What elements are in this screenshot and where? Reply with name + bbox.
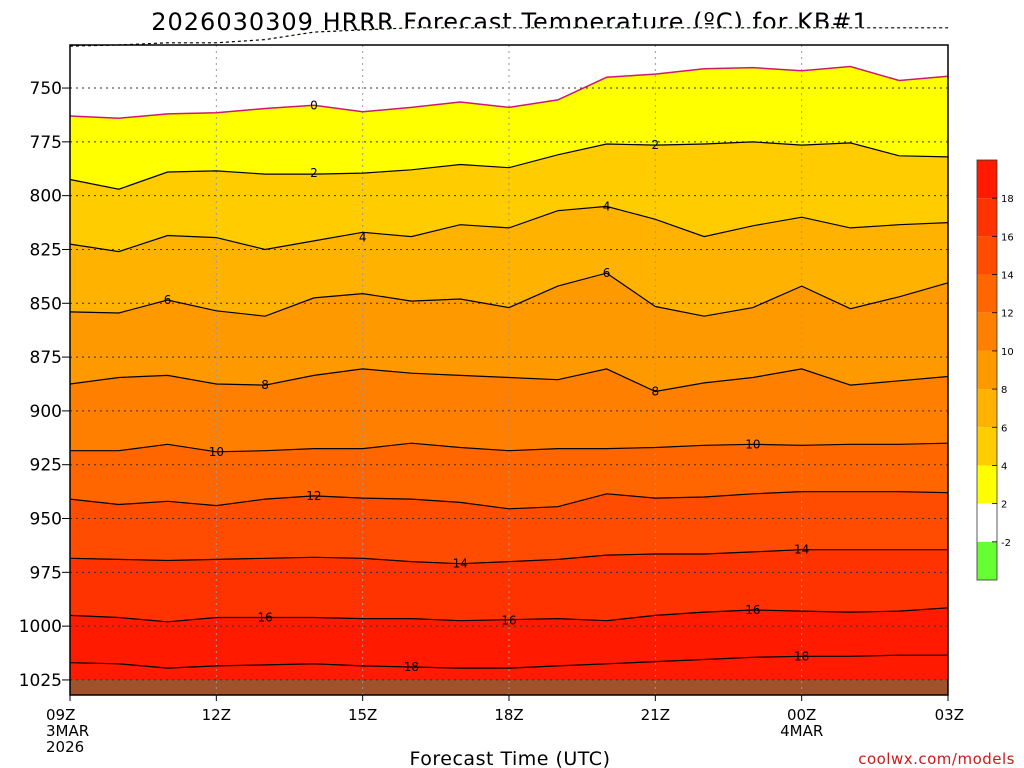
colorbar-swatch-11: [977, 312, 997, 351]
colorbar-swatch-0: [977, 503, 997, 542]
contour-label-6: 6: [603, 266, 611, 280]
y-tick-label-1025: 1025: [19, 671, 62, 691]
colorbar-label-14: 14: [1001, 271, 1014, 282]
x-tick-label-09Z: 09Z: [46, 706, 75, 724]
x-tick-sublabel-2026: 2026: [46, 738, 84, 756]
colorbar-label-16: 16: [1001, 232, 1014, 243]
contour-labels: 0 2 2 4 4 6 6 8 8 10 10 12 14 14 16 16 16 18 18: [164, 98, 810, 674]
contour-label-18: 18: [794, 649, 809, 663]
x-tick-label-18Z: 18Z: [494, 706, 523, 724]
band-8-to-10: [70, 368, 948, 452]
colorbar-swatch-17: [977, 198, 997, 237]
colorbar-swatch--3: [977, 541, 997, 580]
colorbar-swatch-19: [977, 160, 997, 199]
contour-label-4: 4: [359, 231, 367, 245]
band-0-to-2: [70, 66, 948, 190]
y-tick-label-850: 850: [30, 294, 62, 314]
y-axis: 750 775 800 825 850 875 900 925 950 975 1000 1025: [19, 79, 70, 691]
colorbar-label-4: 4: [1001, 461, 1007, 472]
x-tick-label-15Z: 15Z: [348, 706, 377, 724]
y-tick-label-900: 900: [30, 402, 62, 422]
colorbar-label-6: 6: [1001, 423, 1007, 434]
y-tick-label-925: 925: [30, 456, 62, 476]
x-tick-label-21Z: 21Z: [641, 706, 670, 724]
y-tick-label-775: 775: [30, 133, 62, 153]
contour-line-8: [69, 368, 949, 393]
y-tick-label-750: 750: [30, 79, 62, 99]
y-tick-label-975: 975: [30, 563, 62, 583]
colorbar-swatch-5: [977, 427, 997, 466]
contour-line-18: [69, 654, 948, 669]
contour-line-10: [70, 442, 949, 453]
contour-label-16: 16: [257, 611, 272, 625]
contour-line-6: [69, 272, 949, 317]
y-tick-label-800: 800: [30, 187, 62, 207]
y-tick-label-825: 825: [30, 240, 62, 260]
contour-label-8: 8: [261, 378, 269, 392]
contour-label-10: 10: [745, 437, 760, 451]
colorbar-label-8: 8: [1001, 385, 1007, 396]
colorbar-swatch-15: [977, 236, 997, 275]
x-axis-label: Forecast Time (UTC): [410, 748, 611, 768]
colorbar-label-12: 12: [1001, 309, 1014, 320]
contour-label-6: 6: [164, 293, 172, 307]
contour-label-2: 2: [652, 138, 660, 152]
contour-line-16: [69, 607, 949, 623]
x-tick-sublabel-4MAR: 4MAR: [780, 722, 823, 740]
colorbar-label-10: 10: [1001, 347, 1014, 358]
x-tick-label-12Z: 12Z: [202, 706, 231, 724]
colorbar-label-18: 18: [1001, 194, 1014, 205]
colorbar-label--2: -2: [1001, 538, 1011, 549]
credit-text: coolwx.com/models: [858, 750, 1015, 768]
band-10-to-12: [70, 443, 948, 509]
contour-line-2: [69, 141, 949, 190]
band--2-to-0: [70, 27, 948, 119]
colorbar-swatch-3: [977, 465, 997, 504]
band-6-to-8: [70, 273, 948, 392]
contour-fills: [70, 27, 948, 695]
contour-line-12: [69, 491, 949, 510]
contour-line-4: [69, 205, 949, 253]
colorbar-outline: [976, 159, 998, 581]
contour-label-4: 4: [603, 199, 611, 213]
contour-label-0: 0: [310, 98, 318, 112]
contour-lines: [69, 27, 949, 669]
gridlines: [70, 45, 948, 695]
contour-label-12: 12: [306, 489, 321, 503]
colorbar-swatch-9: [977, 350, 997, 390]
contour-label-16: 16: [501, 614, 516, 628]
contour-line-14: [69, 549, 948, 565]
band-16-to-18: [70, 607, 948, 669]
y-tick-label-950: 950: [30, 510, 62, 530]
colorbar-swatch-7: [977, 389, 997, 428]
contour-line-0: [69, 65, 949, 119]
x-tick-label-00Z: 00Z: [787, 706, 816, 724]
contour-label-18: 18: [404, 660, 419, 674]
contour-label-10: 10: [209, 445, 224, 459]
x-tick-label-03Z: 03Z: [935, 706, 964, 724]
contour-label-16: 16: [745, 603, 760, 617]
y-tick-label-1000: 1000: [19, 617, 62, 637]
x-tick-sublabel-3MAR: 3MAR: [46, 722, 89, 740]
contour-label-14: 14: [794, 543, 809, 557]
band-12-to-14: [70, 491, 948, 564]
contour-line--2: [69, 27, 948, 47]
colorbar-swatch-13: [977, 274, 997, 313]
y-tick-label-875: 875: [30, 348, 62, 368]
contour-label-14: 14: [453, 557, 468, 571]
contour-label-8: 8: [652, 385, 660, 399]
colorbar-label-2: 2: [1001, 500, 1007, 511]
contour-label-2: 2: [310, 166, 318, 180]
colorbar: 18 16 14 12 10 8 6 4 2 -2: [976, 159, 1014, 581]
